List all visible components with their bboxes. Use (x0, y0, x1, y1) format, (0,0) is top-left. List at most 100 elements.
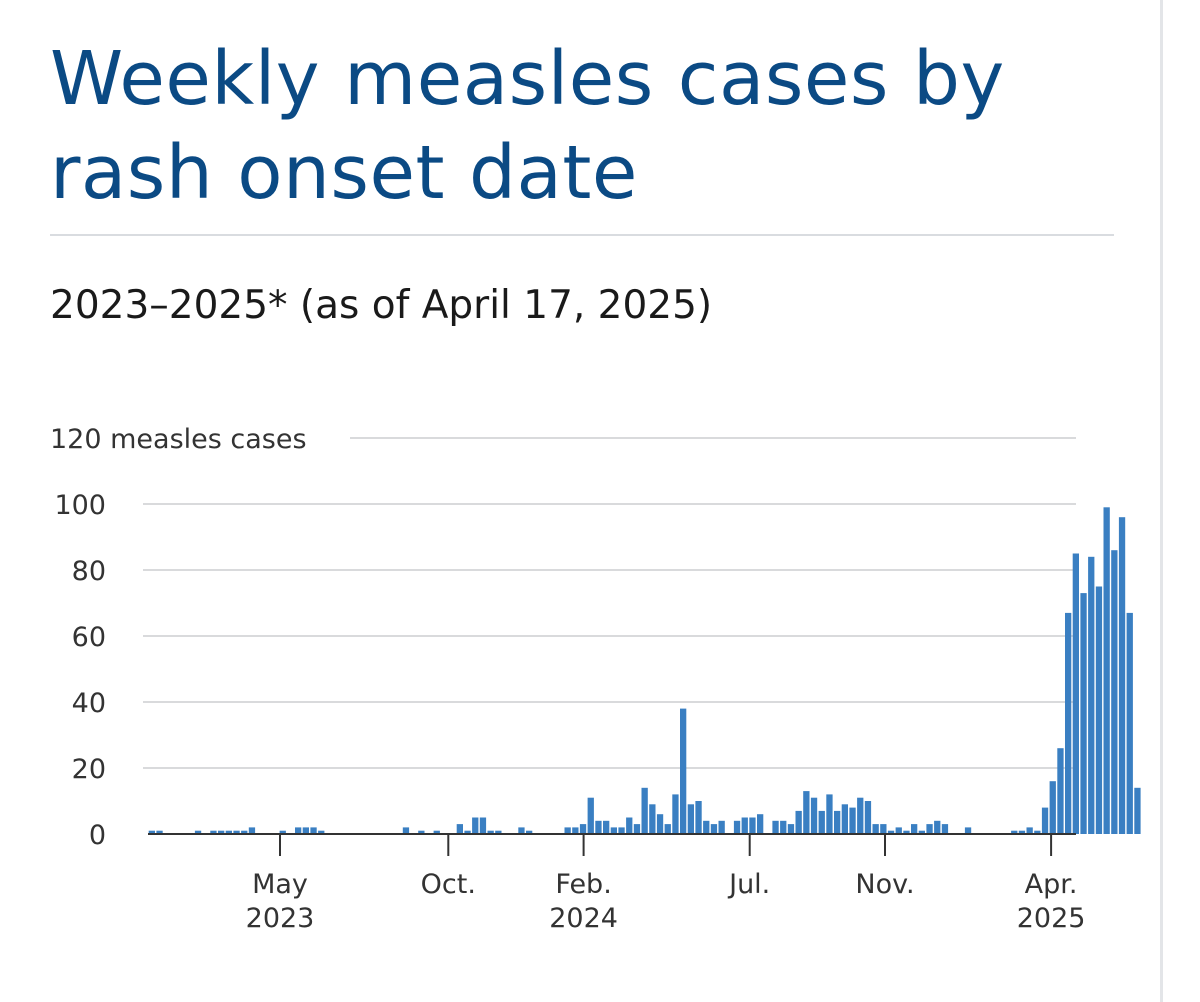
bar-week-127 (1118, 517, 1126, 834)
x-tick-year-5: 2025 (1017, 903, 1086, 934)
bar-week-125 (1103, 507, 1110, 834)
bar-week-68 (664, 824, 671, 834)
bar-week-116 (1034, 830, 1041, 834)
bar-week-88 (818, 810, 825, 834)
bar-week-41 (456, 824, 463, 834)
bar-week-10 (218, 830, 225, 834)
bar-week-89 (826, 794, 833, 834)
bar-week-46 (495, 830, 502, 834)
bar-week-34 (402, 827, 410, 834)
bar-week-119 (1057, 748, 1064, 834)
bar-week-2 (156, 830, 163, 834)
bar-week-13 (241, 830, 248, 834)
bar-week-43 (472, 817, 479, 834)
bar-week-82 (772, 820, 779, 834)
bar-week-67 (656, 814, 664, 834)
bar-week-72 (695, 801, 702, 834)
bar-week-65 (641, 787, 648, 834)
x-tick-label-0: May (252, 869, 308, 900)
bar-week-83 (780, 820, 787, 834)
bar-week-120 (1065, 612, 1072, 834)
bar-week-107 (964, 827, 972, 834)
bar-week-128 (1126, 612, 1133, 834)
bars (148, 507, 1141, 834)
bar-week-62 (618, 827, 625, 834)
bar-week-80 (757, 814, 764, 834)
bar-week-50 (526, 830, 533, 834)
chart-title: Weekly measles cases by rash onset date (50, 36, 1005, 216)
bar-week-77 (733, 820, 741, 834)
bar-week-11 (225, 830, 232, 834)
bar-week-124 (1095, 586, 1103, 834)
bar-week-7 (194, 830, 202, 834)
bar-week-93 (857, 797, 864, 834)
bar-week-103 (934, 820, 941, 834)
bar-week-92 (849, 807, 856, 834)
bar-week-118 (1049, 781, 1056, 834)
bar-week-45 (487, 830, 494, 834)
bar-week-95 (872, 824, 879, 834)
x-tick-label-4: Nov. (855, 869, 914, 900)
bar-week-23 (318, 830, 325, 834)
bar-week-44 (479, 817, 487, 834)
bar-week-91 (841, 804, 848, 834)
bar-week-60 (603, 820, 610, 834)
bar-week-129 (1134, 787, 1141, 834)
bar-week-117 (1041, 807, 1049, 834)
bar-week-14 (248, 827, 256, 834)
bar-week-126 (1111, 550, 1118, 834)
bar-week-90 (834, 810, 841, 834)
bar-week-87 (810, 797, 818, 834)
y-tick-label-0: 0 (89, 820, 106, 851)
x-tick-label-5: Apr. (1025, 869, 1078, 900)
bar-week-122 (1080, 593, 1087, 834)
bar-week-21 (302, 827, 309, 834)
bar-week-49 (518, 827, 525, 834)
bar-week-98 (895, 827, 902, 834)
x-tick-label-1: Oct. (421, 869, 476, 900)
bar-week-75 (718, 820, 725, 834)
bar-week-85 (795, 810, 802, 834)
bar-week-64 (633, 824, 641, 834)
bar-week-20 (295, 827, 302, 834)
bar-week-71 (687, 804, 694, 834)
bar-week-79 (749, 817, 756, 834)
bar-week-115 (1026, 827, 1033, 834)
x-tick-label-2: Feb. (555, 869, 611, 900)
bar-week-97 (887, 830, 895, 834)
bar-week-63 (626, 817, 633, 834)
bar-week-114 (1018, 830, 1026, 834)
bar-week-74 (710, 824, 718, 834)
right-border (1160, 0, 1163, 1002)
bar-week-42 (464, 830, 471, 834)
bar-week-84 (787, 824, 795, 834)
x-tick-year-0: 2023 (246, 903, 315, 934)
bar-week-96 (880, 824, 887, 834)
y-tick-label-40: 40 (72, 688, 106, 719)
gridlines (143, 437, 1076, 769)
bar-week-123 (1088, 556, 1095, 834)
bar-week-104 (941, 824, 949, 834)
y-tick-label-100: 100 (54, 490, 106, 521)
chart-subtitle: 2023–2025* (as of April 17, 2025) (50, 283, 713, 328)
bar-week-59 (595, 820, 602, 834)
bar-week-86 (803, 791, 810, 834)
bar-week-36 (418, 830, 425, 834)
bar-week-55 (564, 827, 571, 834)
bar-week-78 (741, 817, 748, 834)
bar-week-18 (279, 830, 286, 834)
y-tick-label-80: 80 (72, 556, 106, 587)
x-tick-year-2: 2024 (549, 903, 618, 934)
bar-week-69 (672, 794, 679, 834)
bar-week-38 (433, 830, 440, 834)
bar-week-58 (587, 797, 594, 834)
bar-week-102 (926, 824, 933, 834)
bar-week-94 (864, 801, 872, 834)
bar-week-12 (233, 830, 240, 834)
bar-week-101 (918, 830, 925, 834)
bar-week-121 (1072, 553, 1079, 834)
bar-week-56 (572, 827, 579, 834)
bar-week-57 (579, 824, 587, 834)
